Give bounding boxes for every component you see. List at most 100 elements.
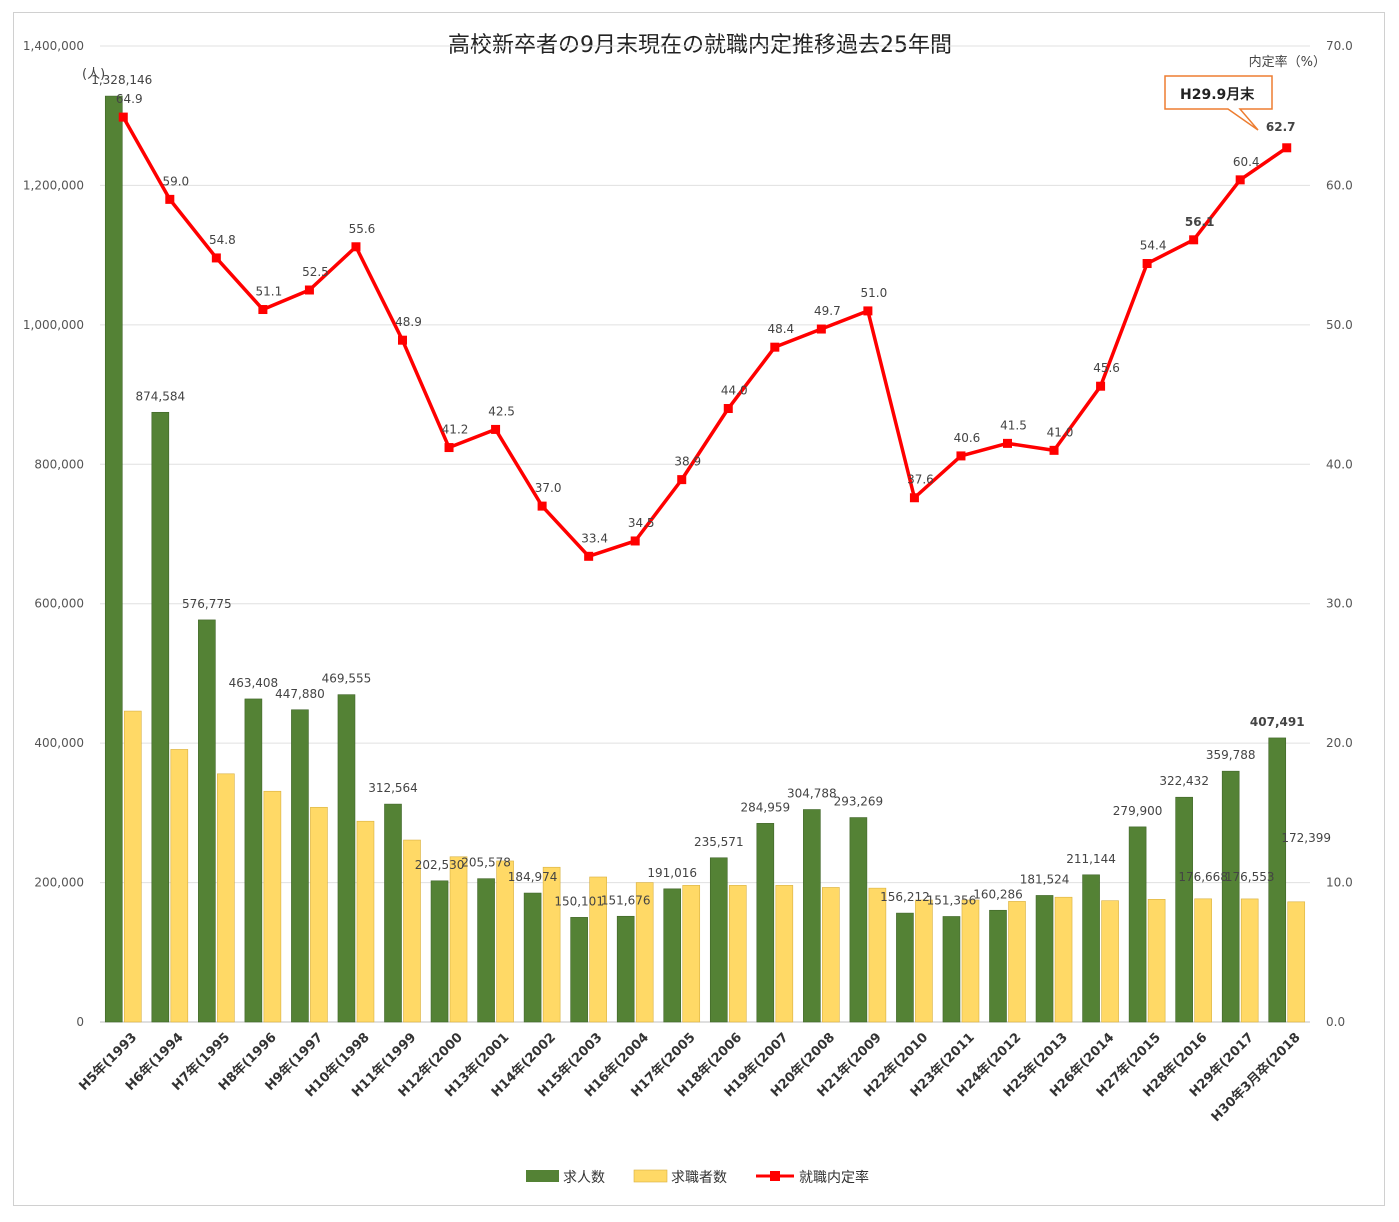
legend: 求人数 求職者数 就職内定率 <box>526 1169 869 1186</box>
bar-seekers <box>589 876 607 1023</box>
bar-seekers <box>1240 898 1259 1023</box>
rate-label: 34.5 <box>628 516 655 530</box>
bar-label-jobs: 279,900 <box>1113 804 1163 818</box>
rate-label: 48.4 <box>767 322 794 336</box>
rate-label: 52.5 <box>302 265 329 279</box>
rate-marker <box>165 194 175 204</box>
right-tick-label: 70.0 <box>1326 39 1353 53</box>
rate-marker <box>1189 235 1199 245</box>
rate-marker <box>258 305 268 315</box>
bar-label-jobs: 407,491 <box>1250 715 1305 729</box>
rate-label: 51.0 <box>861 286 888 300</box>
left-tick-label: 600,000 <box>34 597 84 611</box>
bar-label-jobs: 576,775 <box>182 597 232 611</box>
bar-label-jobs: 211,144 <box>1066 852 1116 866</box>
bar-jobs <box>384 803 402 1023</box>
right-tick-label: 40.0 <box>1326 457 1353 471</box>
bar-seekers <box>356 820 375 1023</box>
bar-seekers <box>822 887 840 1023</box>
bar-seekers <box>217 773 235 1023</box>
bar-jobs <box>477 878 495 1023</box>
bar-label-jobs: 1,328,146 <box>91 73 152 87</box>
bar-label-seekers: 176,668 <box>1178 870 1228 884</box>
bar-jobs <box>1128 826 1147 1023</box>
bar-jobs <box>896 912 914 1023</box>
legend-marker-rate <box>770 1171 780 1181</box>
rate-label: 48.9 <box>395 315 422 329</box>
left-tick-label: 800,000 <box>34 457 84 471</box>
bar-seekers <box>868 887 887 1023</box>
rate-marker <box>1142 259 1152 269</box>
annotation-callout: H29.9月末 <box>1164 75 1273 131</box>
rate-label: 55.6 <box>349 222 376 236</box>
bar-jobs <box>1035 895 1054 1023</box>
bar-label-jobs: 184,974 <box>508 870 558 884</box>
rate-marker <box>723 404 733 414</box>
rate-marker <box>211 253 221 263</box>
legend-swatch-seekers <box>633 1169 668 1183</box>
rate-marker <box>770 342 780 352</box>
rate-label: 54.4 <box>1140 239 1167 253</box>
bar-seekers <box>1054 896 1073 1023</box>
left-axis: 0 200,000 400,000 600,000 800,000 1,000,000 1,… <box>23 39 84 1029</box>
rate-label: 45.6 <box>1093 361 1120 375</box>
rate-label: 49.7 <box>814 304 841 318</box>
left-axis-unit: (人) <box>82 67 105 82</box>
bar-seekers <box>728 885 747 1023</box>
bar-seekers <box>496 860 514 1023</box>
rate-marker <box>1235 175 1245 185</box>
bar-jobs <box>570 917 588 1023</box>
callout-shape <box>1164 75 1273 131</box>
right-tick-label: 20.0 <box>1326 736 1353 750</box>
rate-marker <box>956 451 966 461</box>
bar-label-seekers: 172,399 <box>1281 831 1331 845</box>
rate-marker <box>1096 381 1106 391</box>
rate-label: 40.6 <box>954 431 981 445</box>
rate-label: 41.5 <box>1000 418 1027 432</box>
rate-marker <box>1049 445 1059 455</box>
bar-label-jobs: 151,356 <box>927 893 977 907</box>
bar-jobs <box>523 892 542 1023</box>
bar-label-jobs: 463,408 <box>229 676 279 690</box>
bar-label-jobs: 359,788 <box>1206 748 1256 762</box>
gridlines <box>100 45 1310 1023</box>
rate-marker <box>118 112 128 122</box>
bar-seekers <box>449 856 468 1023</box>
bar-label-jobs: 191,016 <box>647 866 697 880</box>
bar-jobs <box>1268 737 1287 1023</box>
bar-seekers <box>1101 900 1119 1023</box>
bar-label-jobs: 202,530 <box>415 858 465 872</box>
rate-label: 56.1 <box>1185 215 1215 229</box>
rate-label: 51.1 <box>256 285 283 299</box>
rate-marker <box>677 475 687 485</box>
bar-jobs <box>1082 874 1100 1023</box>
bar-jobs <box>1221 770 1240 1023</box>
right-axis: 0.0 10.0 20.0 30.0 40.0 50.0 60.0 70.0 <box>1326 39 1353 1029</box>
legend-swatch-jobs <box>526 1170 559 1182</box>
bar-jobs <box>709 857 728 1023</box>
bar-seekers <box>263 790 282 1023</box>
rate-line <box>121 116 1288 559</box>
rate-marker <box>537 501 547 511</box>
rate-label: 37.0 <box>535 481 562 495</box>
bar-seekers <box>542 866 561 1023</box>
bar-seekers <box>915 899 933 1023</box>
right-tick-label: 30.0 <box>1326 597 1353 611</box>
rate-marker <box>444 443 454 453</box>
bar-label-jobs: 874,584 <box>135 389 185 403</box>
rate-label: 42.5 <box>488 404 515 418</box>
bar-seekers <box>1287 901 1306 1023</box>
right-tick-label: 50.0 <box>1326 318 1353 332</box>
bar-jobs <box>1175 796 1193 1023</box>
bar-jobs <box>337 694 356 1023</box>
left-tick-label: 400,000 <box>34 736 84 750</box>
rate-marker <box>909 493 919 503</box>
left-tick-label: 0 <box>76 1015 84 1029</box>
bar-label-jobs: 156,212 <box>880 890 930 904</box>
category-axis: H5年(1993H6年(1994H7年(1995H8年(1996H9年(1997… <box>76 1030 1304 1126</box>
bar-jobs <box>244 698 263 1023</box>
bar-label-jobs: 312,564 <box>368 781 418 795</box>
left-tick-label: 1,400,000 <box>23 39 84 53</box>
bar-jobs <box>663 888 682 1023</box>
